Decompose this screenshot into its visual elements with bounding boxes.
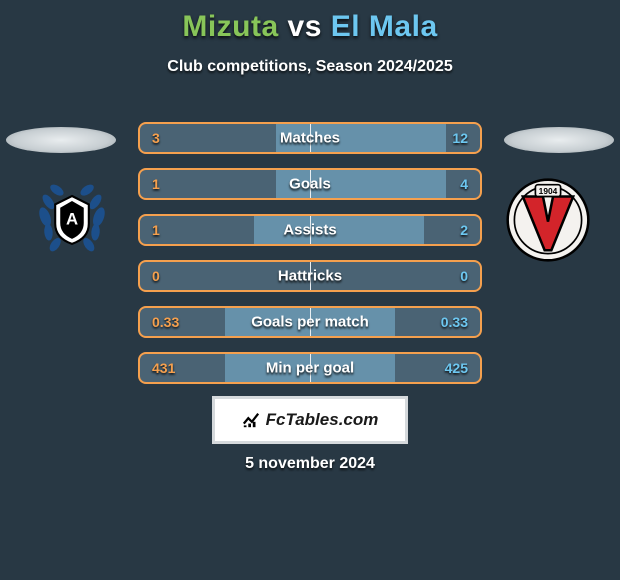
vs-text: vs bbox=[288, 10, 322, 43]
stat-row: 12Assists bbox=[138, 214, 482, 246]
crest-left-letter: A bbox=[66, 210, 78, 229]
stat-row: 00Hattricks bbox=[138, 260, 482, 292]
brand-text: FcTables.com bbox=[266, 410, 379, 430]
stats-chart: 312Matches14Goals12Assists00Hattricks0.3… bbox=[138, 122, 482, 398]
page-title: Mizuta vs El Mala bbox=[0, 0, 620, 44]
stat-value-left: 1 bbox=[152, 176, 160, 192]
pedestal-right bbox=[504, 127, 614, 153]
stat-value-left: 1 bbox=[152, 222, 160, 238]
stat-row: 0.330.33Goals per match bbox=[138, 306, 482, 338]
crest-right: 1904 bbox=[506, 178, 590, 262]
stat-value-left: 0 bbox=[152, 268, 160, 284]
stat-value-right: 0 bbox=[460, 268, 468, 284]
stat-value-right: 2 bbox=[460, 222, 468, 238]
stat-value-right: 4 bbox=[460, 176, 468, 192]
stat-value-right: 0.33 bbox=[441, 314, 468, 330]
stat-row: 312Matches bbox=[138, 122, 482, 154]
player1-name: Mizuta bbox=[182, 10, 278, 43]
stat-value-right: 12 bbox=[452, 130, 468, 146]
stat-value-left: 0.33 bbox=[152, 314, 179, 330]
stat-row: 14Goals bbox=[138, 168, 482, 200]
stat-value-left: 431 bbox=[152, 360, 175, 376]
player2-name: El Mala bbox=[331, 10, 438, 43]
stat-row: 431425Min per goal bbox=[138, 352, 482, 384]
stat-value-left: 3 bbox=[152, 130, 160, 146]
footer-date: 5 november 2024 bbox=[0, 455, 620, 473]
stat-value-right: 425 bbox=[445, 360, 468, 376]
brand-badge: FcTables.com bbox=[212, 396, 408, 444]
pedestal-left bbox=[6, 127, 116, 153]
crest-right-year: 1904 bbox=[539, 186, 558, 196]
crest-left: A bbox=[30, 175, 114, 259]
subtitle: Club competitions, Season 2024/2025 bbox=[0, 58, 620, 76]
chart-icon bbox=[242, 411, 260, 429]
